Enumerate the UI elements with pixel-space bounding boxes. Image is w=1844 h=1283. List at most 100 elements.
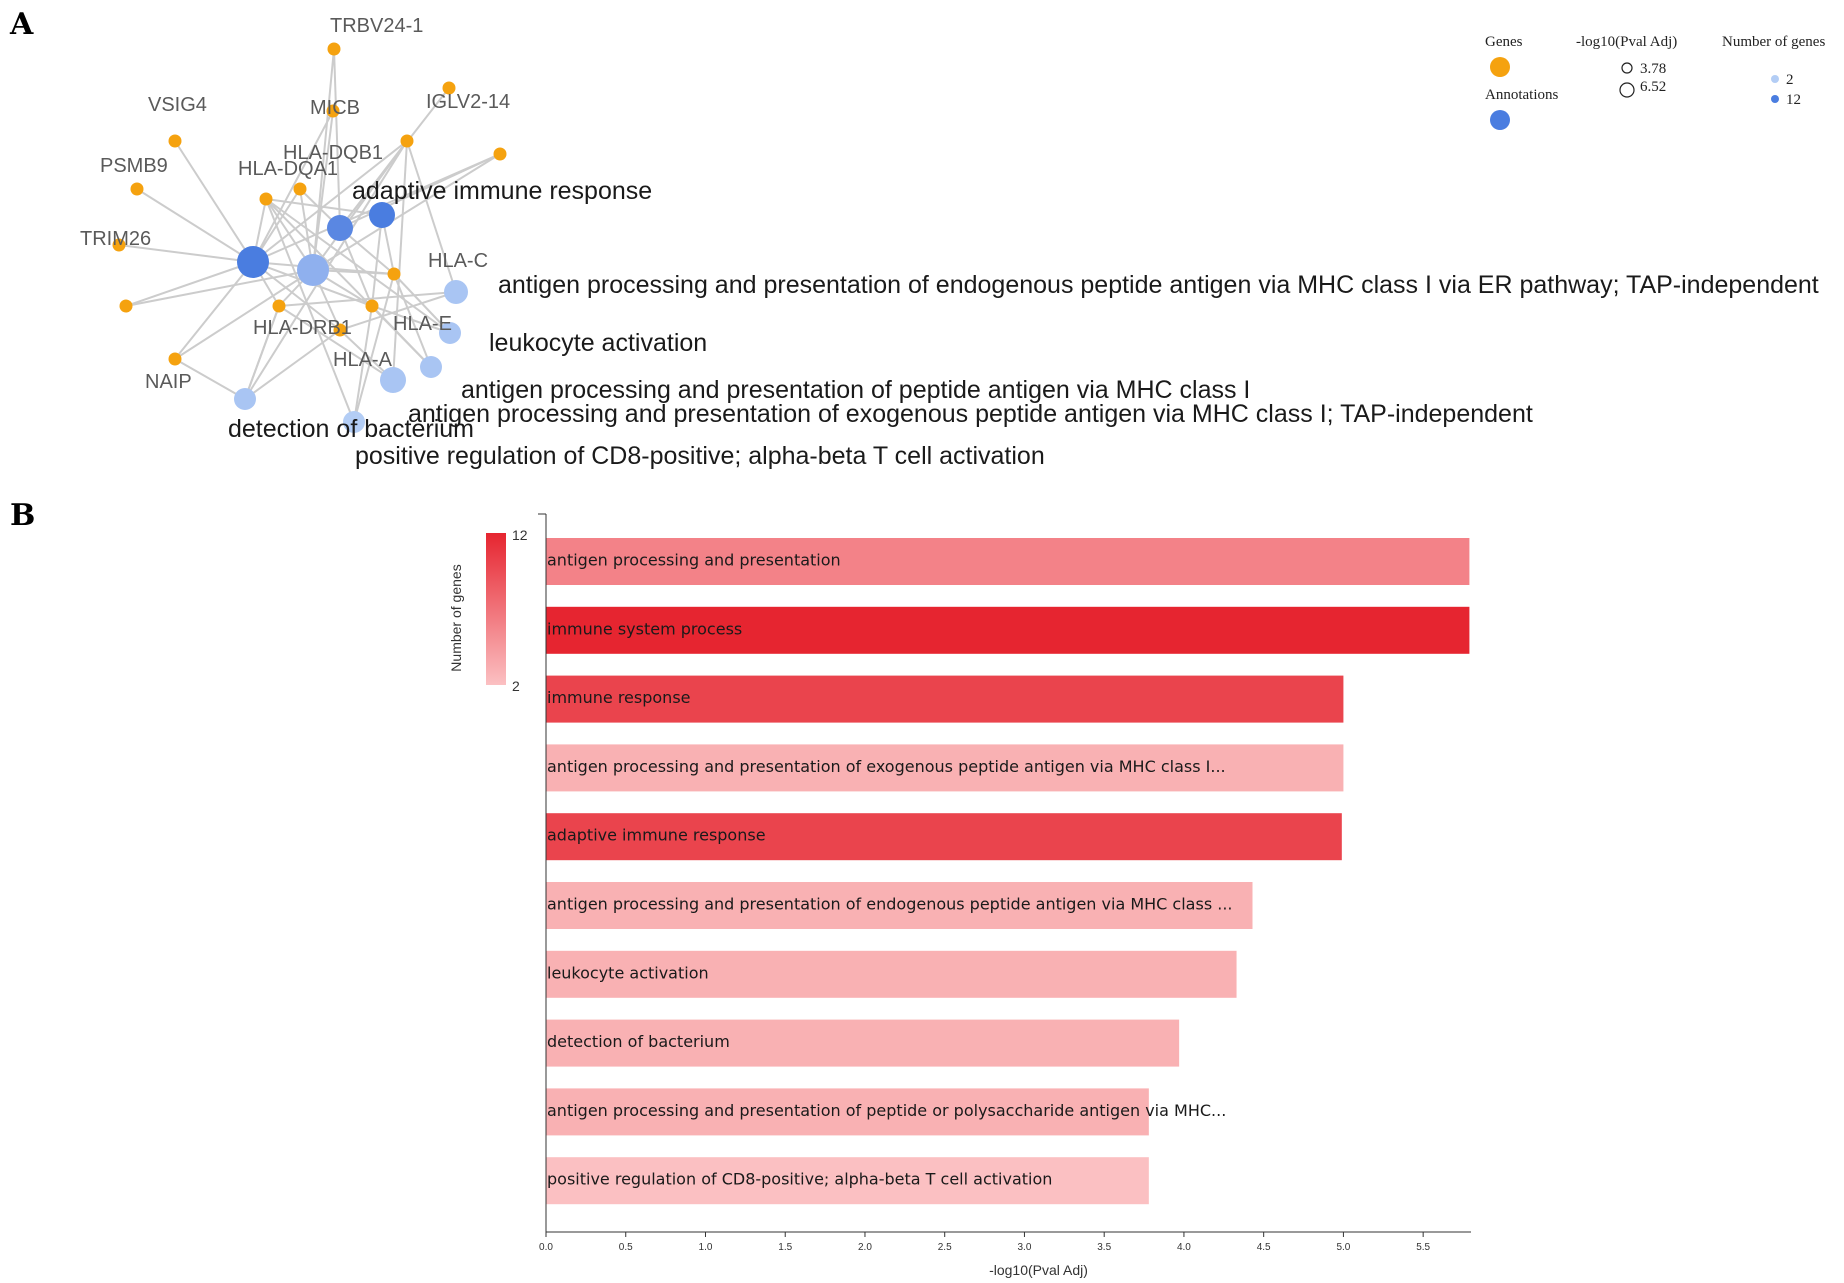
colorbar-max-label: 12 <box>512 527 528 543</box>
legend-gene-swatch <box>1490 57 1510 77</box>
network-edge <box>174 358 246 400</box>
annotation-node <box>420 356 442 378</box>
panel-b-letter: B <box>10 498 35 533</box>
legend-ngenes-max: 12 <box>1786 92 1801 108</box>
legend-annotations-title: Annotations <box>1485 87 1558 103</box>
network-edge <box>174 261 254 360</box>
legend-ngenes-title: Number of genes <box>1722 34 1825 50</box>
bar-chart: antigen processing and presentation immun… <box>448 513 1471 1278</box>
network-edge <box>174 140 254 263</box>
annotation-node <box>369 202 395 228</box>
panel-a-letter: A <box>9 7 34 42</box>
network-edge <box>406 140 457 293</box>
gene-label: HLA-DQA1 <box>238 158 338 180</box>
x-tick-label: 0.0 <box>539 1242 553 1253</box>
annotation-node <box>343 411 365 433</box>
annotation-label: antigen processing and presentation of e… <box>498 271 1819 299</box>
network-nodes <box>112 42 507 433</box>
network-edge <box>252 261 341 331</box>
gene-label: HLA-E <box>393 313 452 335</box>
x-tick-label: 4.5 <box>1257 1242 1271 1253</box>
colorbar <box>486 533 506 685</box>
x-tick-label: 4.0 <box>1177 1242 1191 1253</box>
network-edge <box>339 140 408 229</box>
bars <box>546 538 1470 1205</box>
network-edge <box>125 269 314 307</box>
gene-node <box>333 323 347 337</box>
annotation-hub-node <box>237 246 269 278</box>
network-edge <box>312 153 501 271</box>
network-edge <box>136 188 254 263</box>
network-edge <box>118 244 254 263</box>
network-labels: TRBV24-1 VSIG4 MICB IGLV2-14 HLA-DQB1 PSMB9 HL… <box>80 15 1819 470</box>
bar-category-label: adaptive immune response <box>547 826 766 845</box>
bar-category-label: positive regulation of CD8-positive; alp… <box>547 1170 1052 1189</box>
x-tick-label: 2.5 <box>938 1242 952 1253</box>
gene-node <box>272 299 286 313</box>
network-legend: Genes Annotations -log10(Pval Adj) 3.78 … <box>1485 34 1825 130</box>
x-tick-label: 3.5 <box>1097 1242 1111 1253</box>
annotation-label: antigen processing and presentation of e… <box>408 400 1533 428</box>
legend-pval-large-circle <box>1619 82 1635 98</box>
annotation-node <box>380 367 406 393</box>
network-edge <box>252 140 408 263</box>
bar <box>546 606 1470 654</box>
bar <box>546 813 1342 861</box>
x-tick-label: 5.0 <box>1336 1242 1350 1253</box>
gene-label: VSIG4 <box>148 94 207 116</box>
bar-category-label: detection of bacterium <box>547 1032 730 1051</box>
annotation-label: adaptive immune response <box>352 177 652 205</box>
x-tick-label: 3.0 <box>1017 1242 1031 1253</box>
bar-category-label: leukocyte activation <box>547 963 709 982</box>
gene-label: MICB <box>310 97 360 119</box>
legend-pval-small-circle <box>1621 62 1633 74</box>
network-edge <box>252 110 334 263</box>
legend-ngenes-high-dot <box>1771 95 1779 103</box>
gene-node <box>493 147 507 161</box>
network-edge <box>393 273 432 368</box>
network-edge <box>339 153 501 229</box>
bar-category-label: immune system process <box>547 619 742 638</box>
network-edge <box>371 214 383 307</box>
gene-node <box>442 81 456 95</box>
legend-pval-max: 6.52 <box>1640 79 1666 95</box>
gene-node <box>259 192 273 206</box>
gene-annotation-network: TRBV24-1 VSIG4 MICB IGLV2-14 HLA-DQB1 PSMB9 HL… <box>80 15 1819 470</box>
bar <box>546 1019 1180 1067</box>
x-axis-ticks: 0.0 0.5 1.0 1.5 2.0 2.5 3.0 3.5 4.0 4.5 5.0 5.5 <box>539 1232 1431 1253</box>
annotation-label: positive regulation of CD8-positive; alp… <box>355 442 1045 470</box>
gene-label: HLA-DRB1 <box>253 317 352 339</box>
gene-label: TRBV24-1 <box>330 15 423 37</box>
x-tick-label: 0.5 <box>619 1242 633 1253</box>
bar-category-label: immune response <box>547 688 691 707</box>
legend-ngenes-min: 2 <box>1786 72 1794 88</box>
annotation-hub-node <box>297 254 329 286</box>
network-edge <box>244 305 280 400</box>
annotation-hub-node <box>327 215 353 241</box>
network-edge <box>125 261 254 307</box>
colorbar-min-label: 2 <box>512 678 520 694</box>
x-tick-label: 1.0 <box>699 1242 713 1253</box>
bar <box>546 1157 1149 1205</box>
annotation-label: detection of bacterium <box>228 415 474 443</box>
network-edge <box>265 198 451 334</box>
network-edge <box>278 291 457 307</box>
gene-node <box>168 352 182 366</box>
bar <box>546 1088 1149 1136</box>
network-edge <box>333 48 341 229</box>
network-edge <box>278 305 394 381</box>
annotation-node <box>439 322 461 344</box>
network-edge <box>265 198 355 423</box>
legend-genes-title: Genes <box>1485 34 1523 50</box>
annotation-label: leukocyte activation <box>489 329 707 357</box>
bar-category-label: antigen processing and presentation of e… <box>547 757 1226 776</box>
bar <box>546 538 1470 585</box>
gene-node <box>400 134 414 148</box>
gene-node <box>130 182 144 196</box>
x-tick-label: 1.5 <box>778 1242 792 1253</box>
gene-label: HLA-C <box>428 250 488 272</box>
annotation-node <box>234 388 256 410</box>
network-edge <box>265 198 432 368</box>
gene-label: NAIP <box>145 371 192 393</box>
bar-category-label: antigen processing and presentation <box>547 551 841 570</box>
